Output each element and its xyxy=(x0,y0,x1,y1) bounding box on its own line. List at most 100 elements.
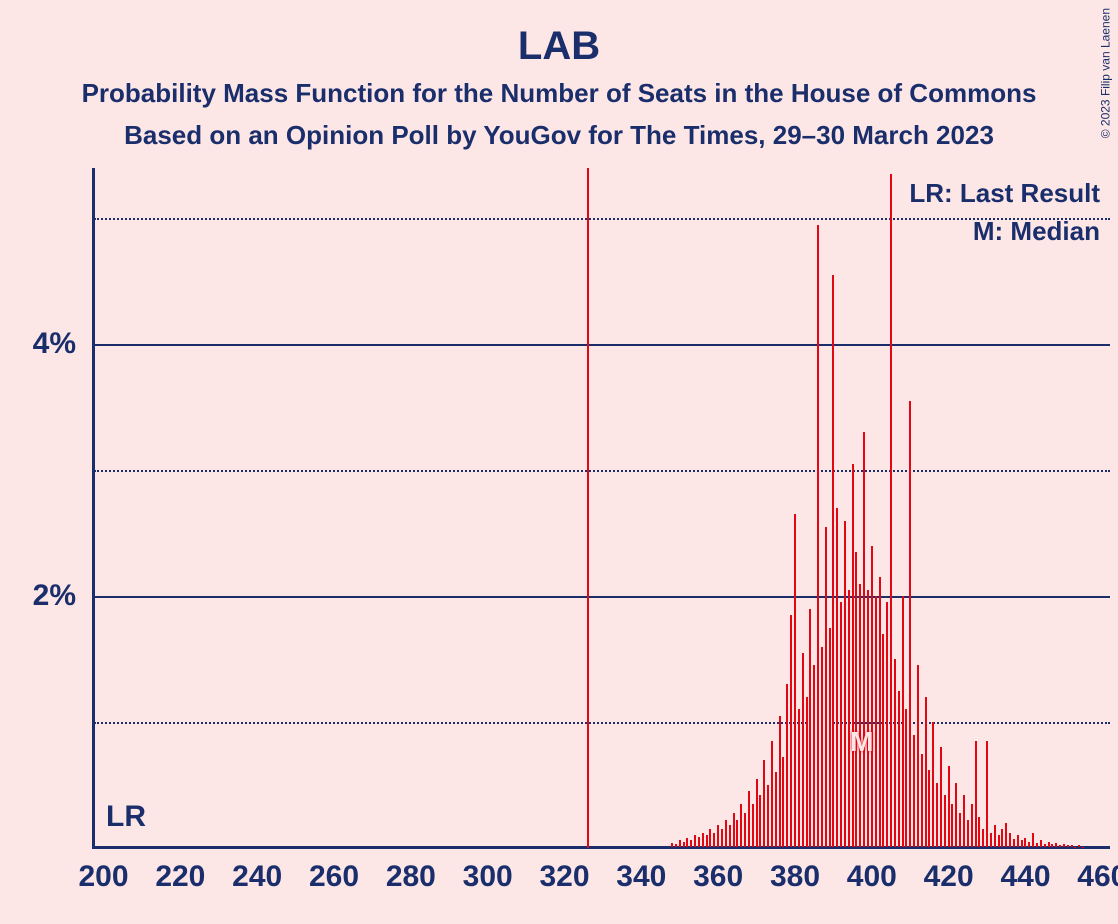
pmf-bar xyxy=(928,770,930,847)
pmf-bar xyxy=(740,804,742,847)
x-tick-label: 320 xyxy=(539,860,589,894)
legend-median: M: Median xyxy=(973,216,1100,247)
pmf-bar xyxy=(809,609,811,847)
pmf-bar xyxy=(744,813,746,847)
pmf-bar xyxy=(863,432,865,847)
pmf-bar xyxy=(683,842,685,847)
pmf-bar xyxy=(855,552,857,847)
pmf-bar xyxy=(1078,845,1080,847)
pmf-bar xyxy=(1048,842,1050,847)
lr-marker: LR xyxy=(106,800,146,834)
pmf-bar xyxy=(1005,823,1007,847)
pmf-bar xyxy=(944,795,946,847)
x-tick-label: 300 xyxy=(463,860,513,894)
y-axis xyxy=(92,168,95,848)
pmf-bar xyxy=(725,820,727,847)
pmf-bar xyxy=(875,596,877,847)
x-tick-label: 420 xyxy=(924,860,974,894)
pmf-bar xyxy=(917,665,919,847)
pmf-bar xyxy=(752,804,754,847)
pmf-bar xyxy=(982,829,984,847)
pmf-bar xyxy=(706,835,708,847)
y-tick-label: 2% xyxy=(33,579,76,613)
plot-area: 2%4%200220240260280300320340360380400420… xyxy=(92,168,1110,848)
pmf-bar xyxy=(936,783,938,847)
x-tick-label: 200 xyxy=(78,860,128,894)
pmf-bar xyxy=(756,779,758,847)
x-tick-label: 220 xyxy=(155,860,205,894)
pmf-bar xyxy=(832,275,834,847)
pmf-bar xyxy=(898,691,900,847)
pmf-bar xyxy=(1063,844,1065,847)
grid-minor xyxy=(94,218,1110,220)
pmf-bar xyxy=(852,464,854,847)
pmf-bar xyxy=(975,741,977,847)
pmf-bar xyxy=(1044,844,1046,847)
pmf-bar xyxy=(790,615,792,847)
pmf-bar xyxy=(694,835,696,847)
x-tick-label: 280 xyxy=(386,860,436,894)
pmf-bar xyxy=(729,825,731,847)
pmf-bar xyxy=(1036,843,1038,847)
pmf-bar xyxy=(771,741,773,847)
pmf-bar xyxy=(713,833,715,847)
pmf-bar xyxy=(940,747,942,847)
pmf-bar xyxy=(963,795,965,847)
pmf-bar xyxy=(994,825,996,847)
pmf-bar xyxy=(890,174,892,847)
grid-major xyxy=(94,344,1110,346)
pmf-bar xyxy=(679,840,681,847)
x-tick-label: 380 xyxy=(770,860,820,894)
pmf-bar xyxy=(806,697,808,847)
pmf-bar xyxy=(951,804,953,847)
x-tick-label: 260 xyxy=(309,860,359,894)
pmf-bar xyxy=(802,653,804,847)
x-tick-label: 460 xyxy=(1077,860,1118,894)
pmf-bar xyxy=(905,709,907,847)
pmf-bar xyxy=(932,722,934,847)
pmf-bar xyxy=(736,820,738,847)
x-tick-label: 340 xyxy=(616,860,666,894)
pmf-bar xyxy=(871,546,873,847)
pmf-bar xyxy=(1071,845,1073,847)
pmf-bar xyxy=(1051,844,1053,847)
pmf-bar xyxy=(763,760,765,847)
chart-title: LAB xyxy=(0,24,1118,69)
pmf-bar xyxy=(848,590,850,847)
pmf-bar xyxy=(978,817,980,847)
chart-subtitle-2: Based on an Opinion Poll by YouGov for T… xyxy=(0,120,1118,151)
pmf-bar xyxy=(675,844,677,847)
x-tick-label: 240 xyxy=(232,860,282,894)
x-tick-label: 440 xyxy=(1000,860,1050,894)
grid-major xyxy=(94,596,1110,598)
pmf-bar xyxy=(840,602,842,847)
pmf-bar xyxy=(955,783,957,847)
pmf-bar xyxy=(786,684,788,847)
pmf-bar xyxy=(794,514,796,847)
pmf-bar xyxy=(886,602,888,847)
pmf-bar xyxy=(698,837,700,847)
pmf-bar xyxy=(859,584,861,847)
pmf-bar xyxy=(829,628,831,847)
median-marker: M xyxy=(850,726,873,758)
pmf-bar xyxy=(902,596,904,847)
pmf-bar xyxy=(844,521,846,847)
pmf-bar xyxy=(671,843,673,847)
pmf-bar xyxy=(986,741,988,847)
y-tick-label: 4% xyxy=(33,327,76,361)
chart-container: LAB Probability Mass Function for the Nu… xyxy=(0,0,1118,924)
pmf-bar xyxy=(1013,839,1015,847)
pmf-bar xyxy=(1059,845,1061,847)
pmf-bar xyxy=(1001,829,1003,847)
pmf-bar xyxy=(1032,833,1034,847)
pmf-bar xyxy=(921,754,923,847)
pmf-bar xyxy=(879,577,881,847)
x-tick-label: 400 xyxy=(847,860,897,894)
pmf-bar xyxy=(1017,835,1019,847)
pmf-bar xyxy=(733,813,735,847)
chart-subtitle-1: Probability Mass Function for the Number… xyxy=(0,78,1118,109)
pmf-bar xyxy=(836,508,838,847)
pmf-bar xyxy=(759,795,761,847)
pmf-bar xyxy=(702,833,704,847)
pmf-bar xyxy=(894,659,896,847)
